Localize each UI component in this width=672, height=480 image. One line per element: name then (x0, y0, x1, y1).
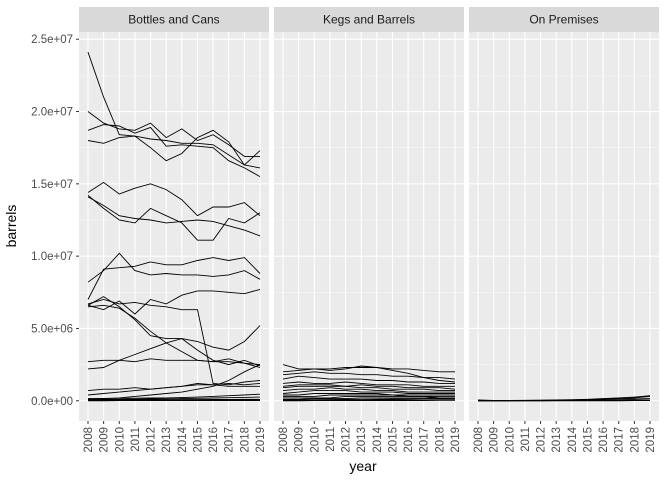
x-tick-label: 2008 (278, 427, 290, 453)
x-tick-label: 2008 (473, 427, 485, 453)
series-line (87, 358, 261, 366)
x-tick-label: 2015 (582, 427, 594, 453)
series-line (87, 288, 261, 315)
series-line (282, 387, 455, 393)
series-line (87, 299, 261, 386)
series-line (282, 390, 455, 394)
x-tick-label: 2011 (130, 427, 142, 452)
series-line (87, 135, 261, 169)
series-line (87, 338, 261, 370)
series-line (87, 382, 260, 396)
x-tick-label: 2015 (387, 427, 399, 453)
series-line (282, 371, 456, 380)
x-tick-label: 2016 (403, 427, 415, 453)
x-tick-label: 2017 (419, 427, 431, 453)
facet-strip-label: Bottles and Cans (128, 13, 219, 27)
series-line (282, 381, 455, 387)
y-tick-label: 1.0e+07 (31, 251, 73, 263)
y-tick-label: 2.0e+07 (31, 107, 73, 119)
series-line (87, 124, 261, 177)
x-tick-label: 2013 (551, 427, 563, 453)
x-tick-label: 2018 (239, 427, 251, 453)
x-tick-label: 2016 (208, 427, 220, 453)
series-line (87, 181, 261, 217)
series-line (282, 365, 456, 383)
y-tick-label: 2.5e+07 (31, 34, 73, 46)
x-tick-label: 2018 (629, 427, 641, 453)
panel-background (274, 32, 464, 421)
x-tick-label: 2014 (372, 426, 384, 452)
x-tick-label: 2016 (598, 427, 610, 453)
x-tick-label: 2011 (520, 427, 532, 452)
series-line (282, 398, 455, 401)
x-tick-label: 2019 (255, 427, 267, 453)
x-tick-label: 2008 (83, 427, 95, 453)
x-tick-label: 2015 (192, 427, 204, 453)
x-tick-label: 2010 (114, 427, 126, 453)
x-tick-label: 2012 (341, 427, 353, 453)
facet-strip (274, 7, 464, 32)
panel-background (469, 32, 659, 421)
series-line (87, 195, 261, 241)
x-tick-label: 2011 (325, 427, 337, 452)
series-line (87, 257, 261, 300)
series-line (87, 296, 261, 351)
x-tick-label: 2009 (99, 427, 111, 453)
y-tick-label: 1.5e+07 (31, 179, 73, 191)
series-line (87, 52, 261, 166)
x-tick-label: 2010 (504, 427, 516, 453)
x-tick-label: 2014 (177, 426, 189, 452)
series-line (87, 111, 260, 157)
facet-strip-label: On Premises (529, 13, 598, 27)
series-line (87, 304, 261, 368)
x-tick-label: 2017 (224, 427, 236, 453)
x-tick-label: 2012 (146, 427, 158, 453)
series-line (282, 385, 455, 392)
x-tick-label: 2019 (645, 427, 657, 453)
x-tick-label: 2014 (567, 426, 579, 452)
y-tick-label: 0.0e+00 (31, 396, 73, 408)
x-axis-title: year (349, 458, 377, 474)
series-line (283, 399, 455, 402)
x-tick-label: 2013 (161, 427, 173, 453)
x-tick-label: 2017 (614, 427, 626, 453)
panel-background (79, 32, 269, 421)
y-tick-label: 5.0e+06 (31, 323, 73, 335)
x-tick-label: 2018 (434, 427, 446, 453)
x-tick-label: 2013 (356, 427, 368, 453)
x-tick-label: 2012 (536, 427, 548, 453)
x-tick-label: 2019 (450, 427, 462, 453)
x-tick-label: 2009 (489, 427, 501, 453)
x-tick-label: 2009 (294, 427, 306, 453)
series-line (87, 396, 261, 401)
x-tick-label: 2010 (309, 427, 321, 453)
series-line (282, 384, 456, 390)
series-line (283, 397, 455, 400)
series-line (87, 393, 261, 400)
series-line (87, 196, 261, 237)
y-axis-title: barrels (3, 205, 19, 248)
facet-strip (469, 7, 659, 32)
series-line (87, 252, 261, 283)
facet-strip-label: Kegs and Barrels (323, 13, 415, 27)
series-line (283, 393, 455, 396)
series-line (282, 375, 455, 384)
series-line (283, 395, 455, 399)
facet-strip (79, 7, 269, 32)
